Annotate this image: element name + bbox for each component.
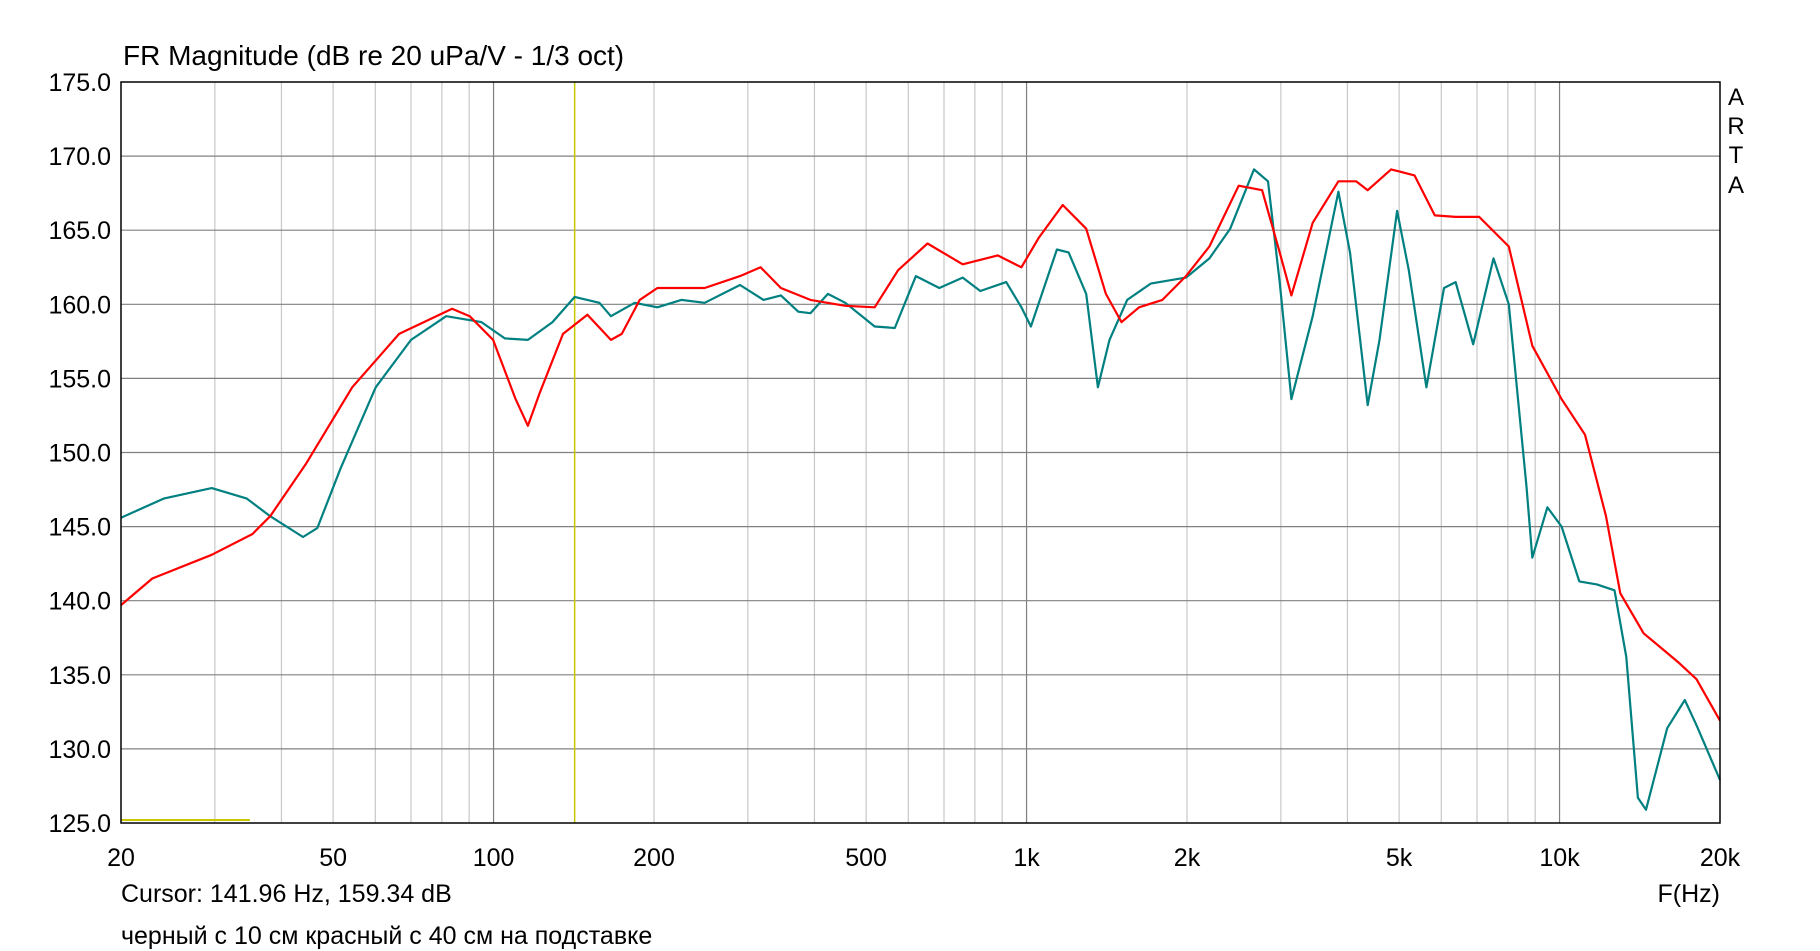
- y-tick-label: 150.0: [48, 440, 111, 468]
- plot-frame: [120, 81, 1721, 824]
- x-tick-labels: 20 50 100 200 500 1k 2k 5k 10k 20k: [107, 844, 1741, 872]
- x-tick-label: 500: [845, 844, 887, 872]
- y-tick-labels: 175.0 170.0 165.0 160.0 155.0 150.0 145.0 140.0…: [48, 69, 111, 838]
- chart-title: FR Magnitude (dB re 20 uPa/V - 1/3 oct): [123, 40, 625, 71]
- x-tick-label: 50: [319, 844, 347, 872]
- x-tick-label: 1k: [1013, 844, 1040, 872]
- x-tick-label: 20k: [1700, 844, 1741, 872]
- grid: [121, 82, 1720, 823]
- y-tick-label: 175.0: [48, 69, 111, 97]
- y-tick-label: 170.0: [48, 143, 111, 171]
- x-tick-label: 10k: [1539, 844, 1580, 872]
- y-tick-label: 145.0: [48, 514, 111, 542]
- watermark-letter: A: [1727, 84, 1744, 111]
- watermark-letter: T: [1728, 142, 1744, 169]
- y-tick-label: 160.0: [48, 291, 111, 319]
- cursor-readout: Cursor: 141.96 Hz, 159.34 dB: [121, 880, 452, 908]
- series-line-2: [120, 168, 1721, 722]
- x-tick-label: 100: [473, 844, 515, 872]
- x-tick-label: 5k: [1386, 844, 1413, 872]
- x-axis-label: F(Hz): [1657, 880, 1720, 908]
- curves: [120, 168, 1722, 811]
- watermark-letter: A: [1727, 172, 1744, 199]
- x-tick-label: 2k: [1174, 844, 1201, 872]
- x-tick-label: 20: [107, 844, 135, 872]
- watermark-letter: R: [1727, 113, 1745, 140]
- y-tick-label: 130.0: [48, 736, 111, 764]
- cursor-markers: [121, 82, 576, 823]
- x-tick-label: 200: [633, 844, 675, 872]
- y-tick-label: 140.0: [48, 588, 111, 616]
- y-tick-label: 125.0: [48, 810, 111, 838]
- series-line-1: [120, 168, 1722, 811]
- y-tick-label: 135.0: [48, 662, 111, 690]
- y-tick-label: 155.0: [48, 365, 111, 393]
- chart-caption: черный с 10 см красный с 40 см на подста…: [121, 922, 653, 950]
- y-tick-label: 165.0: [48, 217, 111, 245]
